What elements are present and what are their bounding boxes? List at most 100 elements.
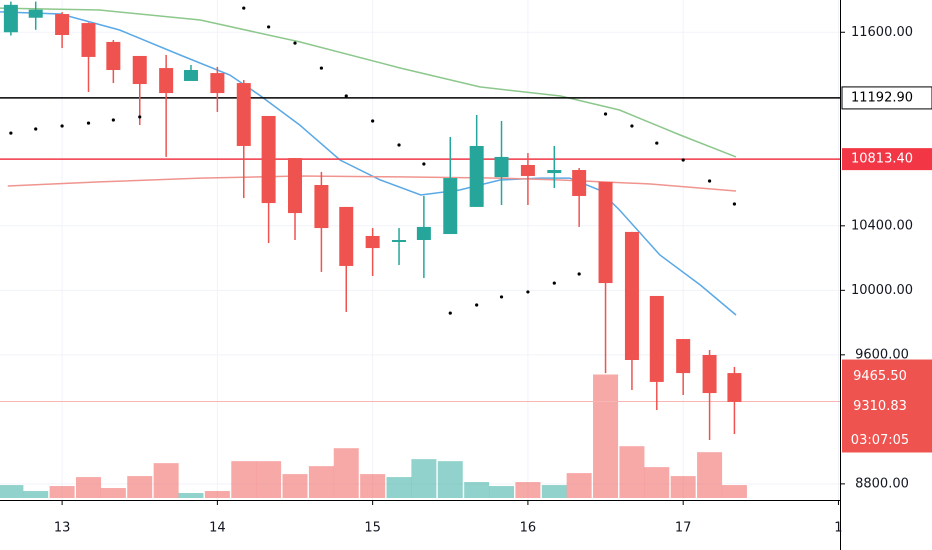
candle-body (339, 206, 354, 266)
sar-dot (34, 127, 38, 131)
candle-body (598, 181, 613, 284)
sar-dot (655, 141, 659, 145)
candle-body (132, 55, 147, 85)
volume-bar (670, 476, 696, 498)
sar-dot (397, 143, 401, 147)
sar-dot (526, 290, 530, 294)
volume-bar (127, 476, 153, 498)
candle-body (547, 170, 562, 174)
y-tick-label: 11600.00 (851, 25, 913, 40)
sar-dot (475, 303, 479, 307)
volume-bar (541, 485, 567, 498)
side-label: 9465.50 (853, 369, 907, 384)
sar-dot (422, 162, 426, 166)
y-tick-label: 9600.00 (855, 347, 909, 362)
volume-bar (360, 474, 386, 498)
sar-dot (707, 179, 712, 183)
sar-dot (319, 66, 324, 70)
candle-body (288, 158, 303, 214)
candle-body (494, 156, 509, 178)
candle-body (624, 231, 639, 360)
candle-body (727, 373, 742, 402)
sar-dot (603, 112, 608, 116)
volume-bar (153, 463, 179, 498)
time-axis-bg (0, 501, 841, 550)
candle-body (28, 9, 43, 18)
volume-bar (204, 491, 230, 498)
volume-bar (566, 473, 592, 498)
candle-body (236, 83, 251, 146)
sar-dot (732, 202, 737, 206)
y-tick-label: 10000.00 (851, 283, 913, 298)
candle-body (392, 240, 407, 242)
volume-bar (515, 482, 541, 498)
y-tick-label: 10400.00 (851, 218, 913, 233)
volume-bar (49, 486, 75, 498)
sar-dot (448, 311, 452, 315)
volume-bar (721, 485, 747, 498)
candle-body (676, 339, 691, 374)
volume-bar (100, 488, 126, 498)
sar-dot (138, 115, 142, 119)
level-label: 11192.90 (851, 90, 913, 105)
sar-dot (344, 94, 348, 98)
level-label: 10813.40 (851, 152, 913, 167)
volume-bar (0, 485, 24, 498)
volume-bar (386, 477, 412, 498)
candle-body (572, 170, 587, 196)
sar-dot (9, 131, 13, 135)
sar-dot (630, 124, 634, 128)
volume-bar (308, 466, 334, 498)
sar-dot (60, 124, 64, 128)
candle-body (261, 115, 276, 204)
x-tick-label: 13 (54, 521, 71, 536)
sar-dot (577, 272, 581, 276)
candle-body (55, 14, 70, 36)
level-label-bg (841, 86, 932, 110)
moving-average-line (0, 11, 737, 316)
y-tick-label: 8800.00 (855, 476, 909, 491)
candle-body (183, 70, 198, 81)
volume-bar (697, 452, 723, 498)
candle-body (649, 295, 664, 382)
x-tick-label: 16 (520, 521, 537, 536)
x-tick-label: 17 (675, 521, 692, 536)
sar-dot (86, 121, 91, 125)
volume-bar (464, 482, 490, 498)
sar-dot (681, 158, 685, 162)
volume-bar (644, 467, 670, 498)
x-tick-label: 14 (209, 521, 226, 536)
sar-dot (552, 281, 556, 285)
price-label-box (842, 359, 932, 453)
volume-bar (256, 461, 282, 498)
plot-area (0, 0, 840, 500)
candle-body (210, 73, 225, 94)
x-tick-label: 1 (834, 521, 842, 536)
volume-bar (411, 459, 437, 498)
volume-bar (619, 446, 645, 498)
candle-body (416, 226, 431, 240)
sar-dot (293, 41, 297, 45)
price-axis-bg (841, 0, 932, 550)
sar-dot (111, 118, 115, 122)
candle-body (81, 23, 96, 57)
candle-body (106, 41, 121, 70)
candle-body (314, 185, 329, 229)
volume-bar (333, 448, 359, 498)
volume-bar (23, 491, 49, 498)
volume-bar (231, 461, 257, 498)
candle-body (469, 145, 484, 207)
volume-bar (489, 486, 515, 498)
sar-dot (499, 295, 504, 299)
level-label-bg (842, 148, 932, 171)
volume-bar (282, 474, 308, 498)
candle-body (365, 235, 380, 249)
candle-body (3, 4, 18, 33)
volume-bar (76, 477, 102, 498)
candle-body (159, 68, 174, 94)
candle-body (702, 355, 717, 394)
sar-dot (242, 6, 246, 10)
